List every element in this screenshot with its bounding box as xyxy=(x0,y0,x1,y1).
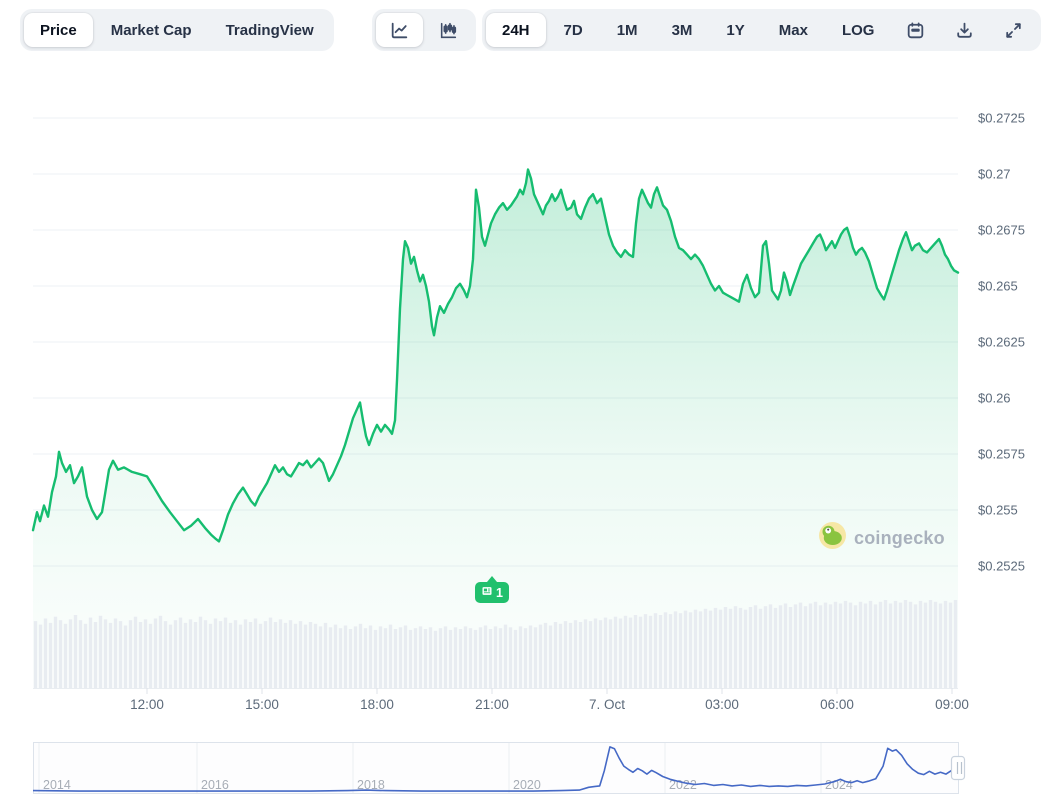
range-1m-label: 1M xyxy=(616,21,638,39)
expand-icon xyxy=(1003,20,1024,41)
price-line xyxy=(31,168,960,543)
tab-tradingview[interactable]: TradingView xyxy=(210,13,330,47)
chart-type-toggle-group xyxy=(372,9,476,51)
svg-text:21:00: 21:00 xyxy=(475,697,509,712)
svg-text:$0.2625: $0.2625 xyxy=(978,335,1025,350)
svg-text:$0.26: $0.26 xyxy=(978,391,1011,406)
svg-text:03:00: 03:00 xyxy=(705,697,739,712)
download-icon xyxy=(954,20,975,41)
range-navigator[interactable]: 2014 2016 2018 2020 2022 2024 xyxy=(32,742,973,796)
svg-text:2016: 2016 xyxy=(201,778,229,792)
range-log-label: LOG xyxy=(841,21,875,39)
calendar-icon xyxy=(905,20,926,41)
svg-text:18:00: 18:00 xyxy=(360,697,394,712)
tab-market-cap-label: Market Cap xyxy=(110,21,192,39)
svg-text:09:00: 09:00 xyxy=(935,697,969,712)
line-chart-button[interactable] xyxy=(376,13,423,47)
event-flag-pointer xyxy=(486,576,497,582)
navigator-handle[interactable] xyxy=(950,755,966,781)
svg-text:15:00: 15:00 xyxy=(245,697,279,712)
calendar-button[interactable] xyxy=(892,13,939,47)
download-button[interactable] xyxy=(941,13,988,47)
candlestick-icon xyxy=(438,20,459,41)
svg-text:12:00: 12:00 xyxy=(130,697,164,712)
range-1y[interactable]: 1Y xyxy=(710,13,760,47)
coingecko-logo-icon xyxy=(819,522,846,554)
candlestick-button[interactable] xyxy=(425,13,472,47)
coingecko-watermark: coingecko xyxy=(819,522,945,554)
svg-text:$0.265: $0.265 xyxy=(978,279,1018,294)
volume-bars xyxy=(33,600,958,688)
svg-text:2020: 2020 xyxy=(513,778,541,792)
range-log[interactable]: LOG xyxy=(826,13,891,47)
navigator-year-gridlines xyxy=(38,743,822,793)
tab-tradingview-label: TradingView xyxy=(225,21,314,39)
range-24h-label: 24H xyxy=(502,21,530,39)
price-chart-svg[interactable]: 12:00 15:00 18:00 21:00 7. Oct 03:00 06:00 09:0… xyxy=(0,0,1055,735)
svg-text:06:00: 06:00 xyxy=(820,697,854,712)
event-flag[interactable]: 1 xyxy=(475,576,509,603)
x-axis-labels: 12:00 15:00 18:00 21:00 7. Oct 03:00 06:00 09:0… xyxy=(130,688,969,712)
svg-text:$0.255: $0.255 xyxy=(978,503,1018,518)
svg-text:$0.2575: $0.2575 xyxy=(978,447,1025,462)
y-axis-labels: $0.2725 $0.27 $0.2675 $0.265 $0.2625 $0.26 $0.… xyxy=(978,111,1025,574)
range-24h[interactable]: 24H xyxy=(486,13,546,47)
svg-text:$0.2675: $0.2675 xyxy=(978,223,1025,238)
news-icon xyxy=(481,584,493,602)
svg-text:$0.2525: $0.2525 xyxy=(978,559,1025,574)
price-area xyxy=(33,169,958,688)
coingecko-watermark-text: coingecko xyxy=(854,527,945,548)
view-toggle-group: Price Market Cap TradingView xyxy=(20,9,334,51)
svg-text:2018: 2018 xyxy=(357,778,385,792)
svg-text:$0.27: $0.27 xyxy=(978,167,1011,182)
navigator-frame xyxy=(33,742,959,794)
range-3m[interactable]: 3M xyxy=(656,13,709,47)
svg-text:7. Oct: 7. Oct xyxy=(589,697,625,712)
line-chart-icon xyxy=(389,20,410,41)
range-selector-group: 24H 7D 1M 3M 1Y Max LOG xyxy=(482,9,1042,51)
event-flag-count: 1 xyxy=(496,585,503,600)
range-3m-label: 3M xyxy=(671,21,693,39)
chart-toolbar: Price Market Cap TradingView 24H 7D 1M 3M 1Y Ma… xyxy=(0,0,1055,60)
tab-price[interactable]: Price xyxy=(24,13,93,47)
range-1y-label: 1Y xyxy=(726,21,745,39)
fullscreen-button[interactable] xyxy=(990,13,1037,47)
range-max-label: Max xyxy=(778,21,808,39)
tab-price-label: Price xyxy=(40,21,77,39)
navigator-line xyxy=(32,746,960,792)
range-1m[interactable]: 1M xyxy=(601,13,654,47)
svg-text:2014: 2014 xyxy=(43,778,71,792)
range-max[interactable]: Max xyxy=(763,13,824,47)
tab-market-cap[interactable]: Market Cap xyxy=(95,13,208,47)
svg-text:$0.2725: $0.2725 xyxy=(978,111,1025,126)
range-7d[interactable]: 7D xyxy=(548,13,599,47)
range-7d-label: 7D xyxy=(563,21,583,39)
